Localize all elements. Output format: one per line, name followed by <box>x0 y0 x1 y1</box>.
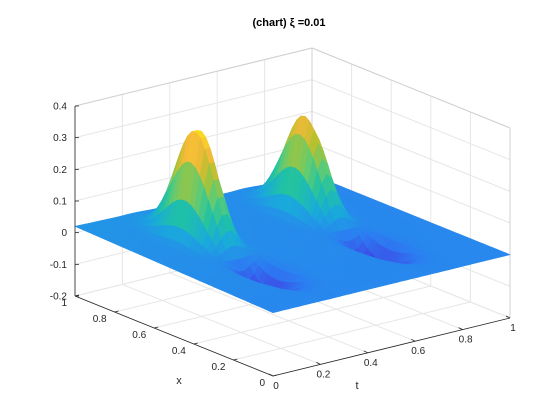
z-tick-label: 0.1 <box>53 197 67 208</box>
x-tick-mark <box>458 327 463 330</box>
x-tick-label: 0.8 <box>459 335 473 346</box>
y-tick-label: 1 <box>61 298 67 309</box>
surface-patch <box>268 309 279 314</box>
axis-line <box>272 317 511 377</box>
x-tick-label: 1 <box>510 323 516 334</box>
grid-line <box>122 283 321 365</box>
x-tick-mark <box>316 362 321 365</box>
z-tick-label: 0.4 <box>53 102 67 113</box>
grid-line <box>311 142 511 224</box>
z-tick-label: 0.3 <box>53 133 67 144</box>
x-tick-label: 0 <box>273 381 279 392</box>
grid-line <box>74 79 313 139</box>
x-tick-mark <box>411 338 416 342</box>
z-tick-label: 0.2 <box>53 165 67 176</box>
x-tick-mark <box>363 350 368 354</box>
y-tick-mark <box>233 358 238 361</box>
x-tick-mark <box>505 315 511 319</box>
y-tick-mark <box>272 374 278 377</box>
surface-plot <box>74 115 511 314</box>
grid-line <box>311 110 511 192</box>
pane-edge <box>74 47 313 107</box>
grid-line <box>193 285 431 345</box>
y-tick-label: 0.4 <box>172 346 186 357</box>
axis-line <box>74 295 274 377</box>
y-tick-label: 0.2 <box>211 362 225 373</box>
z-tick-label: -0.2 <box>50 292 68 303</box>
grid-line <box>311 79 511 161</box>
grid-line <box>169 272 368 354</box>
pane-edge <box>311 47 511 129</box>
y-tick-mark <box>193 342 198 345</box>
x-tick-label: 0.4 <box>364 358 378 369</box>
grid-line <box>233 301 471 361</box>
x-axis-label: t <box>355 380 358 392</box>
x-tick-label: 0.6 <box>411 346 425 357</box>
y-tick-mark <box>114 310 119 313</box>
x-tick-mark <box>268 373 274 377</box>
x-tick-label: 0.2 <box>316 369 330 380</box>
y-tick-label: 0.6 <box>132 330 146 341</box>
y-tick-mark <box>154 326 159 329</box>
chart-title: (chart) ξ =0.01 <box>252 17 325 29</box>
y-tick-label: 0.8 <box>93 314 107 325</box>
z-tick-label: -0.1 <box>50 260 68 271</box>
z-tick-label: 0 <box>61 228 67 239</box>
y-tick-label: 0 <box>259 378 265 389</box>
y-axis-label: x <box>176 375 182 387</box>
tick-labels: 00.20.40.60.8100.20.40.60.81-0.2-0.100.1… <box>50 102 516 393</box>
